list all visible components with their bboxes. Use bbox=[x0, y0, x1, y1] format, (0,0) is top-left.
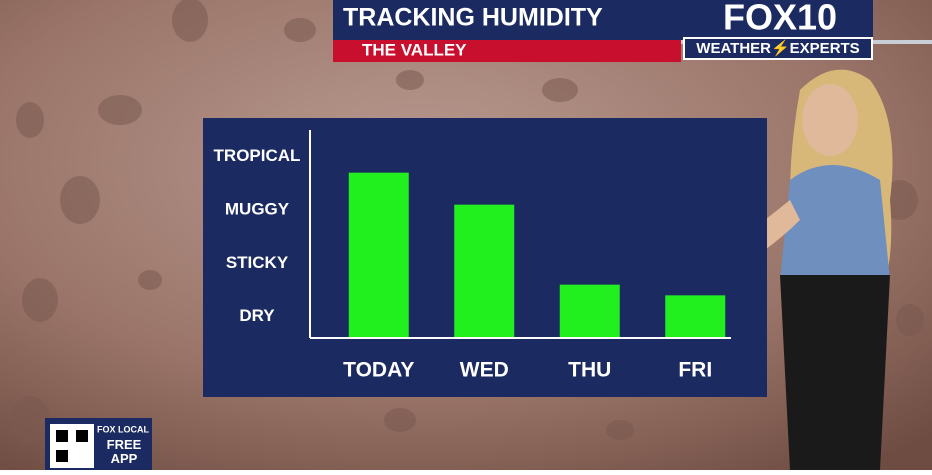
qr-mark bbox=[76, 430, 88, 442]
qr-mark bbox=[56, 450, 68, 462]
app-text: FREE APP bbox=[106, 438, 142, 466]
bar bbox=[559, 284, 620, 338]
title-banner bbox=[333, 0, 681, 40]
y-tick-label: MUGGY bbox=[225, 199, 290, 218]
droplets bbox=[10, 0, 924, 444]
bar bbox=[454, 204, 515, 338]
tagline: WEATHER⚡EXPERTS bbox=[696, 39, 859, 57]
x-tick-label: FRI bbox=[678, 359, 712, 382]
subtitle-banner bbox=[333, 40, 681, 62]
plot: DRY STICKY MUGGY TROPICAL TODAY WED THU FRI bbox=[214, 146, 726, 382]
logo-box bbox=[681, 0, 873, 40]
x-tick-label: THU bbox=[568, 359, 611, 382]
title: TRACKING HUMIDITY bbox=[343, 4, 603, 32]
app-badge: FOX LOCAL bbox=[97, 424, 149, 434]
y-tick-label: TROPICAL bbox=[214, 146, 301, 165]
x-tick-label: WED bbox=[460, 359, 509, 382]
y-tick-label: STICKY bbox=[226, 253, 289, 272]
bar bbox=[348, 172, 409, 338]
app-text-box: FREE APP bbox=[106, 438, 142, 466]
bar bbox=[665, 295, 726, 338]
qr-mark bbox=[56, 430, 68, 442]
tagline-box bbox=[683, 37, 873, 60]
logo: FOX10 bbox=[723, 0, 837, 38]
subtitle: THE VALLEY bbox=[362, 40, 467, 59]
presenter bbox=[680, 69, 893, 470]
x-tick-label: TODAY bbox=[343, 359, 414, 382]
y-tick-label: DRY bbox=[239, 306, 275, 325]
